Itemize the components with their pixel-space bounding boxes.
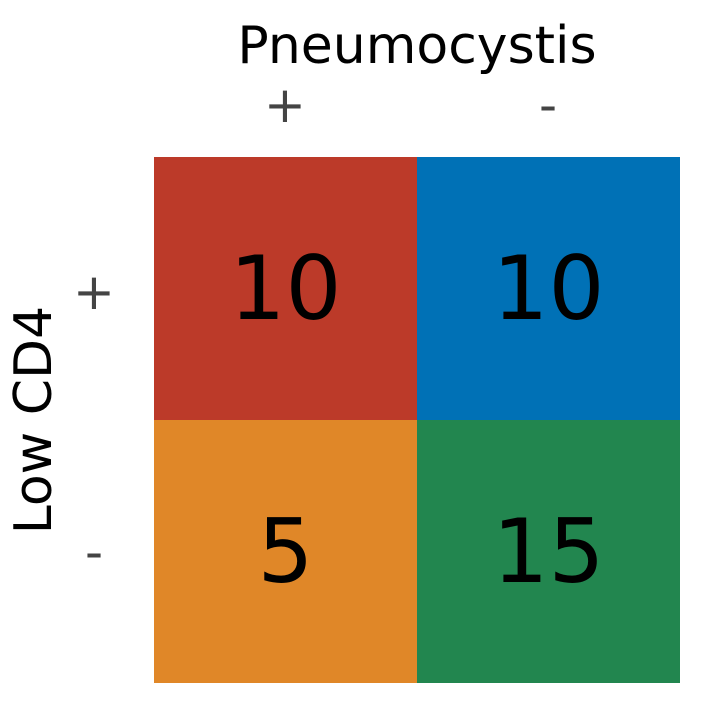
cell-value: 5 [257,499,314,603]
cell-value: 10 [229,236,342,340]
x-tick-label-plus: + [264,76,306,134]
x-tick-label-minus: - [538,76,558,134]
y-tick-label-plus: + [73,263,115,321]
cell-lowcd4-minus-pneumocystis-minus: 15 [417,420,680,683]
cell-value: 15 [492,499,605,603]
x-axis-title: Pneumocystis [237,16,597,76]
cell-lowcd4-plus-pneumocystis-minus: 10 [417,157,680,420]
cell-lowcd4-plus-pneumocystis-plus: 10 [154,157,417,420]
cell-lowcd4-minus-pneumocystis-plus: 5 [154,420,417,683]
cell-value: 10 [492,236,605,340]
y-tick-label-minus: - [84,523,104,581]
contingency-grid: 10 10 5 15 [154,157,680,683]
y-axis-title: Low CD4 [4,305,64,535]
